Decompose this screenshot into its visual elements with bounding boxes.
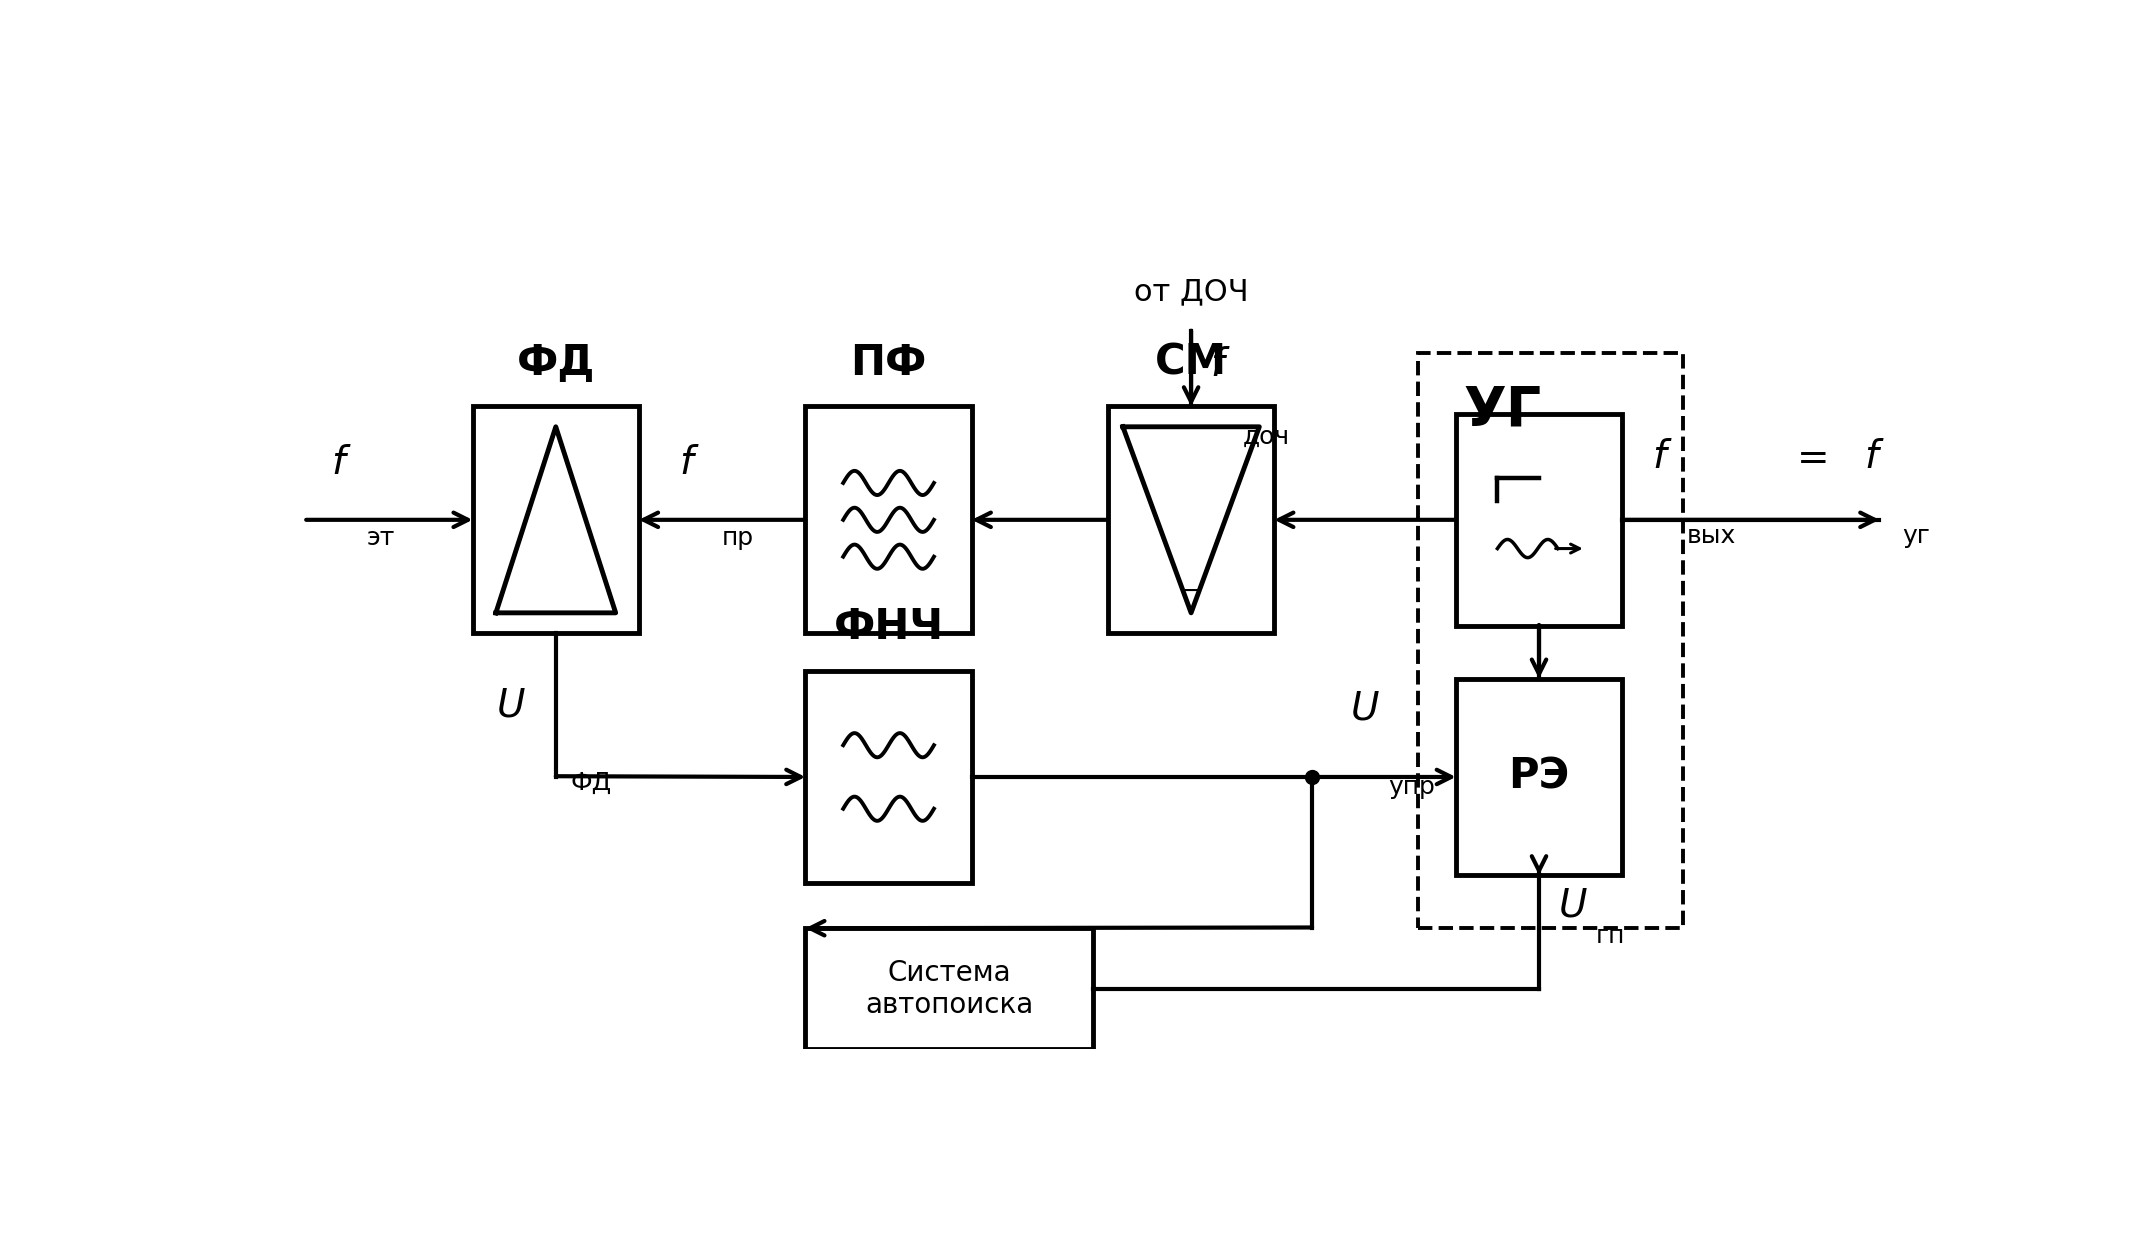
Text: ФНЧ: ФНЧ [833,607,945,648]
Text: $f$: $f$ [331,444,352,482]
Text: ФД: ФД [517,341,595,384]
Text: $=$: $=$ [1788,438,1827,477]
Text: $f$: $f$ [678,444,700,482]
Text: $f$: $f$ [1864,438,1885,477]
Text: $U$: $U$ [1559,887,1587,924]
Text: от ДОЧ: от ДОЧ [1134,278,1247,307]
Text: РЭ: РЭ [1509,756,1569,798]
Text: $f$: $f$ [1653,438,1673,477]
Text: $f$: $f$ [1211,346,1230,384]
Text: $U$: $U$ [1350,690,1381,727]
Text: эт: эт [367,525,395,549]
Text: УГ: УГ [1464,384,1542,438]
Text: ФД: ФД [571,771,612,795]
Text: вых: вых [1688,524,1735,548]
Bar [1456,414,1623,626]
Text: гп: гп [1595,924,1625,948]
Bar [1417,354,1683,928]
Text: ПФ: ПФ [850,341,928,384]
Text: упр: упр [1387,775,1434,799]
Bar [805,406,973,633]
Text: Система
автопоиска: Система автопоиска [865,958,1033,1020]
Text: $U$: $U$ [496,686,526,724]
Text: СМ: СМ [1155,341,1228,384]
Text: доч: доч [1243,425,1290,449]
Bar [1108,406,1275,633]
Bar [1456,678,1623,875]
Text: $-$: $-$ [1181,578,1200,602]
Text: уг: уг [1902,524,1930,548]
Text: пр: пр [721,525,754,549]
Bar [805,928,1093,1050]
Bar [472,406,640,633]
Bar [805,671,973,883]
